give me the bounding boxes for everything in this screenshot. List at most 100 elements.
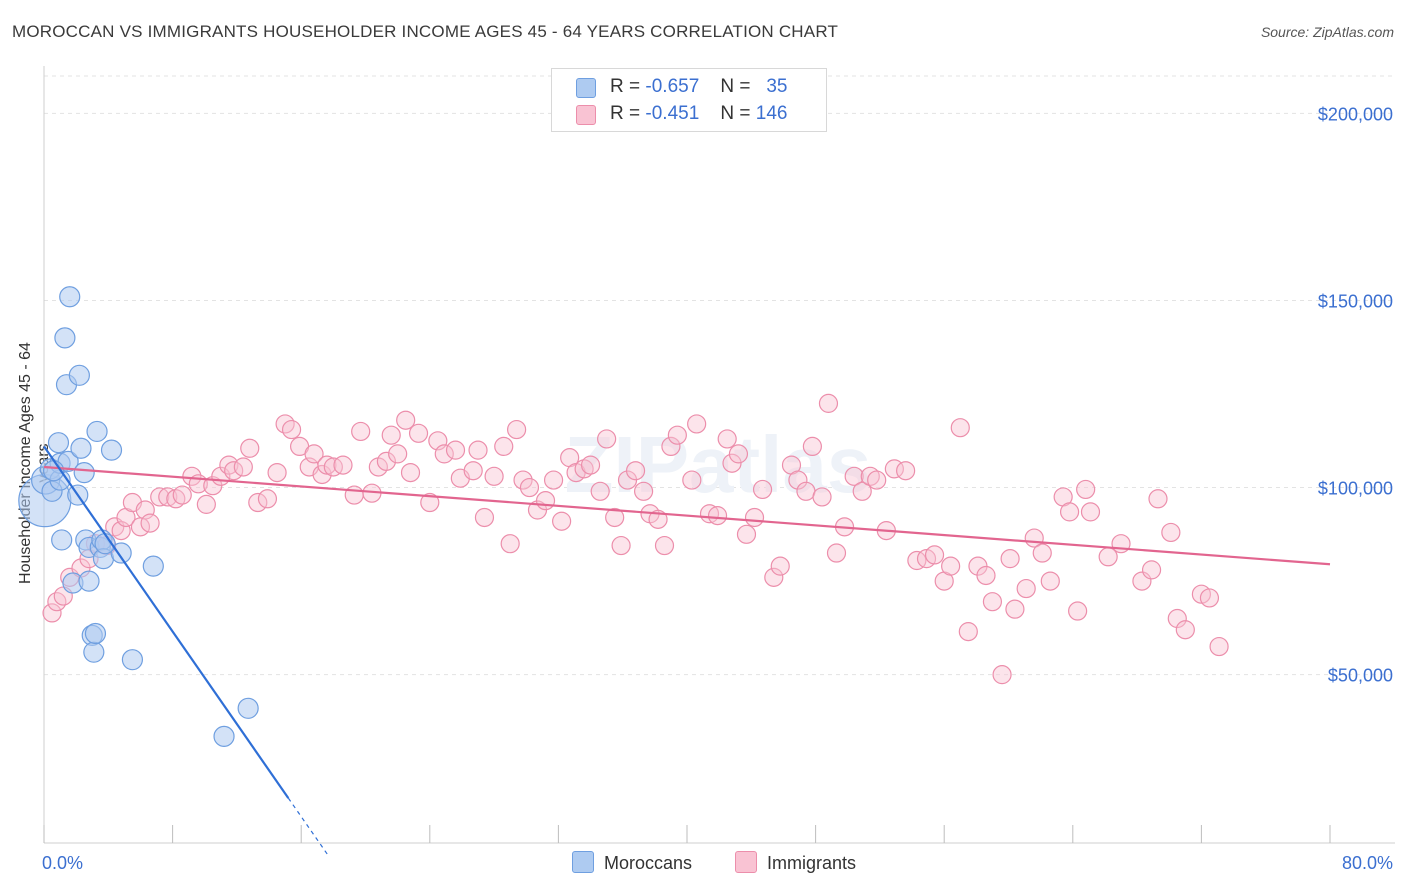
immigrants-point <box>1209 636 1229 657</box>
immigrants-point <box>907 550 927 571</box>
immigrants-point <box>552 511 572 531</box>
immigrants-point <box>248 492 268 513</box>
immigrants-point <box>924 545 945 565</box>
immigrants-legend-label: Immigrants <box>767 853 857 873</box>
immigrants-point <box>812 487 832 507</box>
legend-r-label: R = <box>610 76 641 97</box>
moroccans-point <box>78 570 100 592</box>
legend-n-label: N = <box>720 103 751 124</box>
axes <box>43 66 1395 844</box>
immigrants-point <box>1032 543 1052 563</box>
immigrants-point <box>667 425 687 445</box>
legend-r-value-immigrants: -0.451 <box>645 103 700 124</box>
immigrants-point <box>992 665 1012 685</box>
immigrants-point <box>196 494 216 514</box>
moroccans-point <box>83 641 105 663</box>
trend-lines <box>43 445 1331 857</box>
immigrants-point <box>796 481 816 501</box>
immigrants-point <box>654 535 675 556</box>
immigrants-point <box>717 429 737 449</box>
immigrants-point <box>507 419 527 440</box>
immigrants-point <box>1148 489 1168 509</box>
immigrants-point <box>605 507 625 528</box>
immigrants-point <box>388 444 408 464</box>
immigrants-point <box>468 440 488 460</box>
immigrants-point <box>896 461 916 481</box>
immigrants-swatch <box>576 105 596 125</box>
immigrants-point <box>597 429 617 449</box>
immigrants-point <box>852 481 872 501</box>
legend-r-label: R = <box>610 103 641 124</box>
immigrants-point <box>958 622 978 642</box>
tick-labels: $50,000 $100,000 $150,000 $200,000 0.0% 80.0% <box>42 104 1393 873</box>
immigrants-point <box>445 440 466 460</box>
immigrants-point <box>500 534 520 554</box>
moroccans-legend-swatch <box>572 851 594 873</box>
moroccans-point <box>73 461 95 484</box>
immigrants-point <box>818 393 839 413</box>
immigrants-point <box>233 457 253 477</box>
immigrants-point <box>519 477 540 498</box>
immigrants-point <box>344 485 364 505</box>
legend-item-moroccans[interactable]: Moroccans <box>572 851 692 874</box>
immigrants-point <box>1076 479 1096 500</box>
immigrants-point <box>317 455 337 475</box>
immigrants-point <box>950 418 970 438</box>
y-tick-label: $100,000 <box>1318 479 1393 499</box>
immigrants-point <box>535 491 556 511</box>
immigrants-point <box>381 425 401 445</box>
legend-n-value-immigrants: 146 <box>755 103 788 124</box>
moroccans-point <box>237 697 259 719</box>
immigrants-point <box>150 487 170 507</box>
immigrants-point <box>633 481 654 501</box>
immigrants-point <box>744 507 765 528</box>
immigrants-point <box>240 438 260 458</box>
immigrants-points <box>42 393 1229 685</box>
moroccans-point <box>84 622 107 645</box>
moroccans-point <box>51 529 73 551</box>
immigrants-point <box>1005 599 1025 619</box>
moroccans-point <box>110 542 132 564</box>
immigrants-point <box>736 524 757 544</box>
immigrants-point <box>224 461 244 481</box>
immigrants-point <box>543 470 564 490</box>
immigrants-point <box>826 543 847 563</box>
chart-title: MOROCCAN VS IMMIGRANTS HOUSEHOLDER INCOM… <box>12 22 839 41</box>
immigrants-point <box>42 603 62 623</box>
immigrants-point <box>844 466 864 486</box>
immigrants-point <box>611 535 631 556</box>
gridlines <box>44 75 1395 676</box>
watermark: ZIPatlas <box>565 420 872 509</box>
legend-n-label: N = <box>720 76 751 97</box>
moroccans-legend-label: Moroccans <box>604 853 693 873</box>
immigrants-point <box>400 462 421 483</box>
immigrants-point <box>513 470 533 490</box>
immigrants-point <box>752 479 773 500</box>
immigrants-point <box>408 423 429 443</box>
immigrants-point <box>707 506 728 526</box>
legend-n-value-moroccans: 35 <box>766 76 788 97</box>
immigrants-trend-line <box>43 465 1331 566</box>
immigrants-point <box>140 513 160 533</box>
legend-item-immigrants[interactable]: Immigrants <box>735 851 856 874</box>
immigrants-point <box>396 410 416 430</box>
immigrants-point <box>1175 620 1195 640</box>
immigrants-point <box>463 461 483 481</box>
immigrants-point <box>982 592 1003 612</box>
moroccans-point <box>68 364 90 386</box>
immigrants-point <box>770 556 790 576</box>
moroccans-point <box>47 432 70 454</box>
immigrants-point <box>474 507 495 528</box>
stats-legend: R = -0.657 N = 35 R = -0.451 N = 146 <box>551 68 827 132</box>
moroccans-point <box>142 555 164 577</box>
immigrants-point <box>941 556 961 576</box>
moroccans-point <box>100 439 123 461</box>
y-tick-label: $200,000 <box>1318 104 1393 124</box>
immigrants-point <box>484 466 504 486</box>
immigrants-point <box>802 436 822 457</box>
moroccans-swatch <box>576 78 596 98</box>
immigrants-point <box>976 565 996 586</box>
immigrants-point <box>625 461 646 481</box>
moroccans-points <box>18 286 259 747</box>
